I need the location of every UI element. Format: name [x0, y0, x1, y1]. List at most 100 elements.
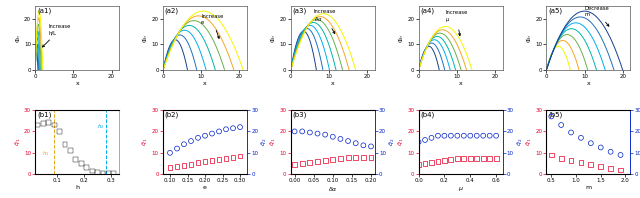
Point [289, 163, 300, 166]
Text: Increase
h/L: Increase h/L [42, 24, 71, 47]
Point [38, 122, 49, 126]
X-axis label: x: x [331, 81, 335, 86]
Text: (b2): (b2) [164, 111, 179, 118]
Point [305, 161, 315, 164]
Text: (b4): (b4) [420, 111, 435, 118]
Point [109, 172, 119, 175]
Point [172, 147, 182, 150]
Point [200, 160, 210, 163]
Point [576, 161, 586, 164]
Point [320, 133, 330, 136]
Point [312, 160, 323, 163]
Point [491, 134, 501, 137]
Point [179, 164, 189, 167]
Point [484, 134, 495, 137]
Point [328, 158, 338, 161]
Point [491, 157, 501, 160]
Text: (a2): (a2) [164, 7, 179, 14]
Text: (b3): (b3) [292, 111, 307, 118]
Point [343, 139, 353, 143]
Point [214, 130, 224, 133]
Point [228, 155, 238, 159]
Point [33, 123, 43, 127]
Point [420, 162, 430, 165]
Text: Increase
$\mu$: Increase $\mu$ [445, 10, 468, 36]
Point [54, 130, 65, 133]
Y-axis label: $\hat{q}_1$: $\hat{q}_1$ [396, 138, 406, 146]
Point [366, 155, 376, 159]
Point [616, 168, 626, 171]
Point [459, 134, 469, 137]
Y-axis label: $\hat{q}_1$: $\hat{q}_1$ [141, 138, 150, 146]
Point [179, 143, 189, 146]
Point [328, 135, 338, 138]
Point [465, 134, 476, 137]
Point [546, 153, 556, 157]
Point [103, 172, 113, 175]
Point [305, 131, 315, 134]
Y-axis label: $\hat{q}_1$: $\hat{q}_1$ [524, 138, 534, 146]
Point [320, 159, 330, 162]
Point [556, 123, 566, 127]
Point [566, 159, 576, 162]
Point [172, 165, 182, 168]
Text: (a3): (a3) [292, 7, 307, 14]
Point [596, 146, 606, 149]
X-axis label: x: x [586, 81, 590, 86]
Point [214, 158, 224, 161]
Y-axis label: $\hat{q}_1$: $\hat{q}_1$ [13, 138, 22, 146]
Point [413, 141, 424, 144]
Point [465, 157, 476, 160]
Y-axis label: $\hat{q}_2$: $\hat{q}_2$ [515, 138, 525, 146]
Point [420, 138, 430, 142]
Point [446, 134, 456, 137]
Text: (a4): (a4) [420, 7, 435, 14]
X-axis label: e: e [203, 185, 207, 190]
Point [472, 134, 482, 137]
Point [351, 142, 361, 145]
Point [586, 142, 596, 145]
Text: (a5): (a5) [548, 7, 562, 14]
Point [312, 132, 323, 135]
Point [165, 151, 175, 154]
Point [60, 143, 70, 146]
Text: $h_2$: $h_2$ [97, 122, 104, 131]
Point [165, 166, 175, 169]
Point [478, 157, 488, 160]
Text: (a1): (a1) [37, 7, 51, 14]
Y-axis label: $\Phi_n$: $\Phi_n$ [141, 33, 150, 43]
Point [472, 157, 482, 160]
Point [478, 134, 488, 137]
Point [433, 134, 443, 137]
Text: (b5): (b5) [548, 111, 563, 118]
Point [92, 170, 102, 174]
Point [186, 163, 196, 166]
Point [207, 132, 217, 135]
Point [186, 139, 196, 143]
X-axis label: $\delta\alpha$: $\delta\alpha$ [328, 185, 338, 193]
Point [616, 153, 626, 157]
Point [605, 167, 616, 170]
Y-axis label: $\hat{q}_2$: $\hat{q}_2$ [260, 138, 269, 146]
Text: Decrease
m: Decrease m [584, 6, 609, 26]
Point [556, 157, 566, 160]
Point [433, 160, 443, 163]
Y-axis label: $\Phi_n$: $\Phi_n$ [13, 33, 22, 43]
X-axis label: m: m [586, 185, 591, 190]
Point [605, 150, 616, 153]
Point [82, 166, 92, 169]
Text: $h_1$: $h_1$ [42, 149, 49, 158]
Point [289, 130, 300, 133]
Point [426, 136, 436, 139]
X-axis label: h: h [76, 185, 79, 190]
Point [343, 155, 353, 159]
Point [546, 115, 556, 118]
Point [207, 159, 217, 162]
Point [228, 127, 238, 130]
Text: (b1): (b1) [37, 111, 51, 118]
Point [49, 123, 60, 127]
Point [200, 134, 210, 137]
Point [297, 162, 307, 165]
Point [452, 157, 463, 160]
Point [413, 163, 424, 166]
